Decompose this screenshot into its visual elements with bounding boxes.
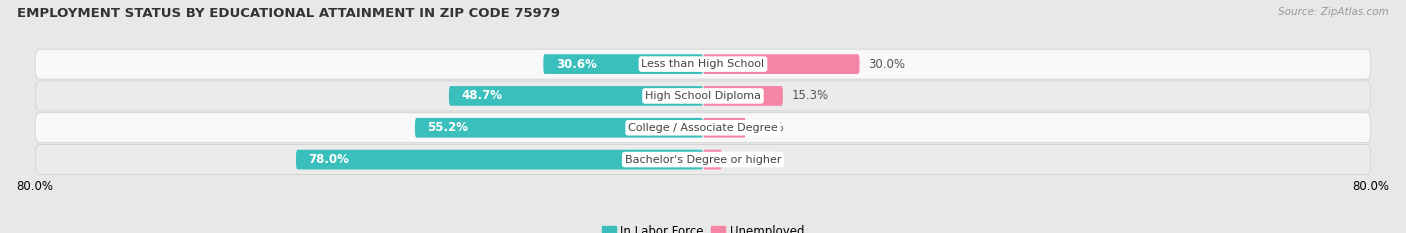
- FancyBboxPatch shape: [35, 49, 1371, 79]
- FancyBboxPatch shape: [703, 86, 783, 106]
- Text: 3.6%: 3.6%: [730, 153, 759, 166]
- Text: Less than High School: Less than High School: [641, 59, 765, 69]
- Text: 30.6%: 30.6%: [555, 58, 596, 71]
- FancyBboxPatch shape: [35, 113, 1371, 143]
- Legend: In Labor Force, Unemployed: In Labor Force, Unemployed: [598, 220, 808, 233]
- Text: Bachelor's Degree or higher: Bachelor's Degree or higher: [624, 154, 782, 164]
- Text: 15.3%: 15.3%: [792, 89, 828, 103]
- Text: High School Diploma: High School Diploma: [645, 91, 761, 101]
- FancyBboxPatch shape: [297, 150, 703, 169]
- Text: Source: ZipAtlas.com: Source: ZipAtlas.com: [1278, 7, 1389, 17]
- FancyBboxPatch shape: [35, 81, 1371, 111]
- FancyBboxPatch shape: [703, 54, 859, 74]
- Text: EMPLOYMENT STATUS BY EDUCATIONAL ATTAINMENT IN ZIP CODE 75979: EMPLOYMENT STATUS BY EDUCATIONAL ATTAINM…: [17, 7, 560, 20]
- Text: 48.7%: 48.7%: [461, 89, 502, 103]
- FancyBboxPatch shape: [703, 118, 745, 138]
- Text: 55.2%: 55.2%: [427, 121, 468, 134]
- Text: 30.0%: 30.0%: [868, 58, 905, 71]
- FancyBboxPatch shape: [543, 54, 703, 74]
- Text: 78.0%: 78.0%: [308, 153, 350, 166]
- FancyBboxPatch shape: [449, 86, 703, 106]
- Text: College / Associate Degree: College / Associate Degree: [628, 123, 778, 133]
- FancyBboxPatch shape: [415, 118, 703, 138]
- FancyBboxPatch shape: [35, 145, 1371, 175]
- FancyBboxPatch shape: [703, 150, 721, 169]
- Text: 8.2%: 8.2%: [754, 121, 785, 134]
